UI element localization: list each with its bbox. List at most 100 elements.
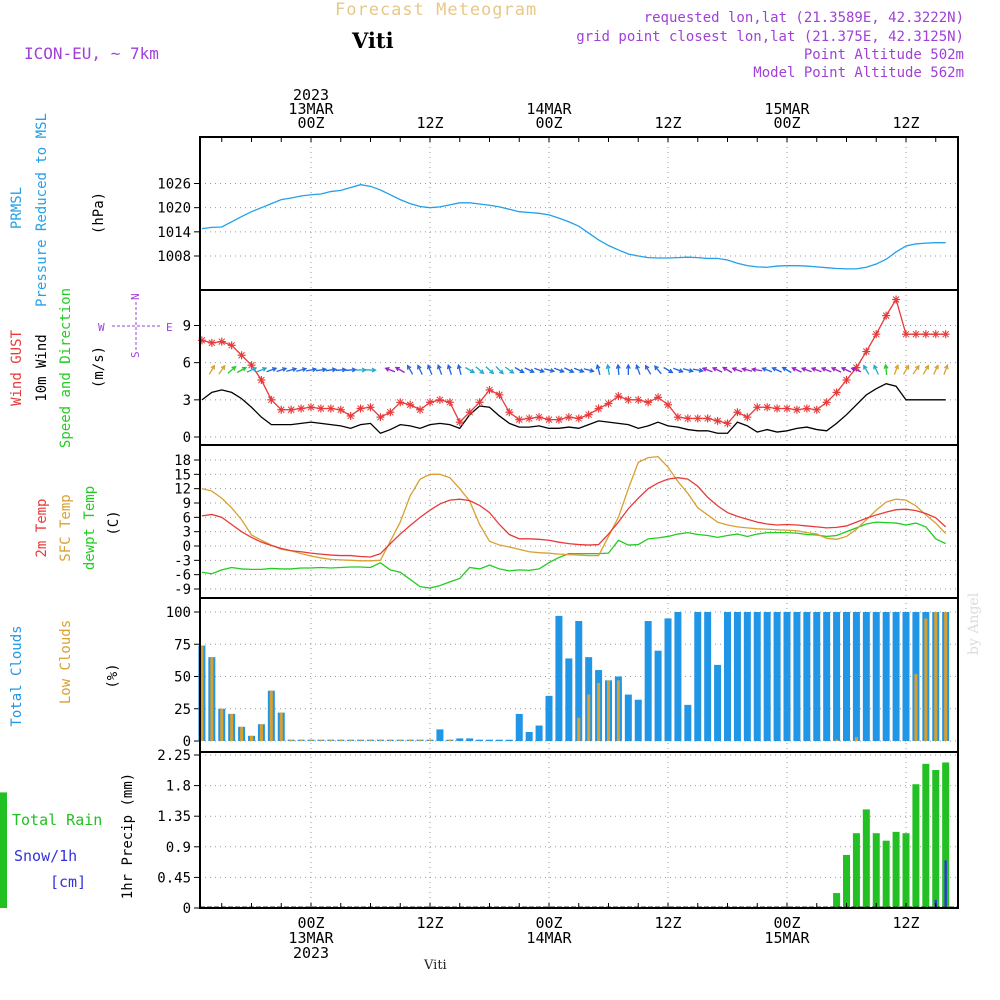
wind-direction-arrow bbox=[863, 364, 870, 375]
arrow-head bbox=[394, 366, 400, 372]
arrow-shaft bbox=[407, 365, 414, 375]
arrow-head bbox=[644, 364, 650, 370]
arrow-shaft bbox=[635, 365, 641, 375]
gust-marker-d2 bbox=[535, 413, 543, 421]
gust-marker bbox=[376, 413, 385, 422]
arrow-head bbox=[873, 364, 878, 370]
time-label-top: 00Z bbox=[535, 114, 562, 132]
arrow-head bbox=[406, 364, 412, 370]
rain-bar bbox=[892, 831, 900, 908]
gust-marker-d2 bbox=[803, 405, 811, 412]
model-altitude: Model Point Altitude 562m bbox=[753, 65, 964, 81]
y-tick-label: 0 bbox=[183, 539, 191, 555]
precip-label-rain: Total Rain bbox=[12, 811, 102, 829]
gust-marker-d2 bbox=[892, 296, 900, 303]
pressure-label-prmsl: PRMSL bbox=[9, 187, 25, 229]
arrow-head bbox=[635, 364, 640, 370]
gust-marker-d2 bbox=[862, 348, 870, 355]
rain-bar bbox=[852, 833, 860, 908]
low-cloud-bar bbox=[398, 739, 402, 741]
low-cloud-bar bbox=[408, 739, 412, 741]
arrow-shaft bbox=[752, 368, 763, 372]
arrow-shaft bbox=[893, 365, 899, 375]
arrow-head bbox=[529, 368, 535, 374]
total-cloud-bar bbox=[495, 739, 503, 741]
compass-e-label: E bbox=[166, 321, 173, 334]
arrow-shaft bbox=[742, 368, 753, 372]
pressure-line bbox=[201, 184, 946, 270]
time-label-bottom: 15MAR bbox=[764, 929, 810, 947]
gust-marker-d2 bbox=[267, 396, 275, 404]
total-cloud-bar bbox=[694, 612, 702, 741]
arrow-head bbox=[384, 367, 390, 372]
arrow-shaft bbox=[236, 366, 247, 374]
arrow-head bbox=[241, 366, 248, 372]
wind-direction-arrow bbox=[893, 364, 900, 375]
gust-marker-d2 bbox=[734, 408, 741, 416]
wind-direction-arrow bbox=[236, 366, 248, 374]
total-cloud-bar bbox=[654, 650, 662, 741]
total-cloud-bar bbox=[902, 612, 910, 741]
footer-location: Viti bbox=[424, 958, 447, 973]
arrow-shaft bbox=[762, 367, 773, 373]
precip-panel: 0 0.45 0.9 1.35 1.8 2.25 bbox=[0, 748, 958, 917]
time-label-bottom: 00Z bbox=[773, 914, 800, 932]
arrow-head bbox=[498, 369, 504, 375]
wind-direction-arrow bbox=[682, 368, 694, 373]
wind-direction-arrow bbox=[514, 366, 525, 374]
gust-marker bbox=[733, 408, 742, 417]
low-cloud-bar bbox=[616, 680, 620, 741]
arrow-head bbox=[509, 368, 515, 374]
arrow-head bbox=[863, 364, 868, 370]
arrow-shaft bbox=[276, 367, 287, 373]
gust-marker bbox=[465, 408, 474, 417]
arrow-shaft bbox=[475, 366, 484, 374]
gust-marker bbox=[535, 413, 544, 422]
gust-marker bbox=[426, 398, 434, 407]
arrow-head bbox=[721, 366, 728, 372]
arrow-head bbox=[479, 369, 485, 375]
y-tick-label: 50 bbox=[174, 670, 191, 686]
arrow-head bbox=[688, 368, 694, 373]
low-cloud-bar bbox=[924, 618, 928, 741]
arrow-head bbox=[210, 364, 216, 370]
total-cloud-bar bbox=[436, 729, 444, 741]
total-cloud-bar bbox=[456, 738, 464, 741]
gust-marker-d2 bbox=[575, 415, 583, 422]
wind-direction-arrow bbox=[840, 366, 852, 373]
wind-direction-arrow bbox=[227, 365, 237, 374]
wind-label-gust: Wind GUST bbox=[9, 330, 25, 406]
arrow-shaft bbox=[447, 365, 452, 375]
clouds-label-total: Total Clouds bbox=[9, 625, 25, 726]
gust-marker-d2 bbox=[277, 406, 285, 414]
gust-marker-d2 bbox=[297, 405, 305, 412]
gust-marker bbox=[227, 341, 236, 350]
arrow-head bbox=[761, 367, 767, 372]
arrow-shaft bbox=[218, 365, 226, 375]
gust-marker bbox=[346, 411, 355, 420]
y-tick-label: -6 bbox=[174, 568, 191, 584]
wind-direction-arrow bbox=[427, 364, 433, 375]
wind-direction-arrow bbox=[741, 367, 753, 372]
total-cloud-bar bbox=[793, 612, 801, 741]
arrow-head bbox=[820, 367, 827, 372]
temp-unit-label: (C) bbox=[106, 510, 122, 535]
arrow-shaft bbox=[573, 367, 584, 373]
total-cloud-bar bbox=[872, 612, 880, 741]
arrow-shaft bbox=[851, 367, 862, 373]
arrow-shaft bbox=[873, 365, 879, 375]
wind-direction-arrow bbox=[873, 364, 879, 375]
gust-marker-d2 bbox=[843, 376, 850, 384]
gust-marker bbox=[217, 337, 226, 346]
wind-direction-arrow bbox=[635, 364, 641, 375]
time-label-bottom: 14MAR bbox=[526, 929, 572, 947]
gust-marker bbox=[366, 403, 375, 412]
gust-marker-d2 bbox=[436, 396, 444, 404]
arrow-shaft bbox=[315, 368, 326, 372]
wind-direction-arrow bbox=[663, 366, 674, 374]
gust-marker bbox=[614, 392, 623, 401]
wind-direction-arrow bbox=[761, 367, 773, 373]
low-cloud-bar bbox=[349, 739, 353, 741]
wind-direction-arrow bbox=[850, 367, 862, 373]
arrow-head bbox=[653, 365, 659, 371]
